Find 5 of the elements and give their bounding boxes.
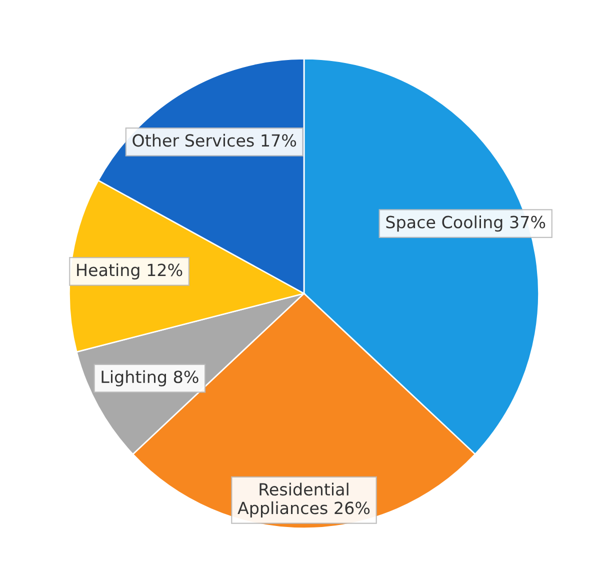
slice-label: Residential Appliances 26% [238, 482, 370, 518]
slice-label: Lighting 8% [102, 370, 198, 386]
slice-label: Heating 12% [77, 263, 182, 280]
slice-label: Other Services 17% [132, 134, 296, 147]
slice-label: Space Cooling 37% [386, 215, 546, 232]
